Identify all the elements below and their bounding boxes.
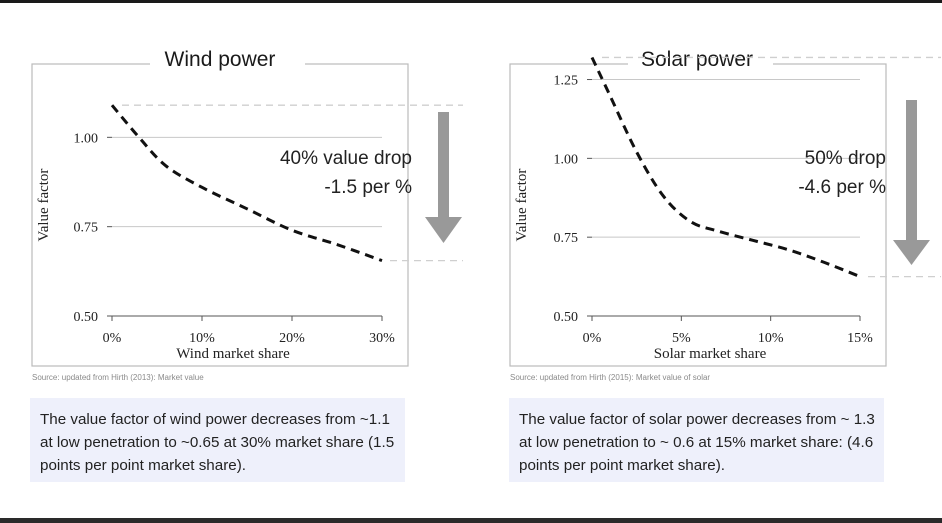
series-line [110,104,383,263]
chart-title: Solar power [641,48,753,71]
y-axis-label: Value factor [36,169,52,242]
solar-chart: Solar power 0.50 0.75 1.00 1.25 0% 5% 10% 15% S… [509,48,941,367]
chart-title: Wind power [165,48,276,71]
bottom-edge-bar [0,518,942,523]
top-edge-bar [0,0,942,3]
down-arrow-head [893,240,930,265]
caption-box: The value factor of wind power decreases… [30,398,405,482]
y-tick-label: 1.00 [554,152,579,167]
title-backdrop [150,48,305,78]
y-tick-label: 0.50 [554,310,579,325]
x-tick-label: 15% [847,331,873,346]
down-arrow [425,112,462,243]
y-tick-label: 0.75 [554,231,579,246]
solar-panel: Solar power 0.50 0.75 1.00 1.25 0% 5% 10% 15% S… [478,0,942,518]
down-arrow-shaft [438,112,449,217]
x-tick-label: 0% [583,331,602,346]
wind-chart: Wind power 0.50 0.75 1.00 0% 10% 20% 30% Wind … [31,48,463,367]
down-arrow-head [425,217,462,243]
x-tick-label: 5% [672,331,691,346]
down-arrow [893,100,930,265]
annotation-line1: 50% drop [805,148,886,169]
y-tick-label: 1.25 [554,74,579,89]
caption-box: The value factor of solar power decrease… [509,398,884,482]
x-tick-label: 20% [279,331,305,346]
y-axis-label: Value factor [514,169,530,242]
down-arrow-shaft [906,100,917,240]
x-tick-label: 10% [758,331,784,346]
y-tick-label: 0.50 [74,310,99,325]
source-note: Source: updated from Hirth (2013): Marke… [32,373,204,382]
x-tick-label: 10% [189,331,215,346]
y-tick-label: 1.00 [74,131,99,146]
x-tick-label: 30% [369,331,395,346]
annotation-line2: -4.6 per % [798,177,886,198]
source-note: Source: updated from Hirth (2015): Marke… [510,373,711,382]
annotation-line1: 40% value drop [280,148,412,169]
title-backdrop [628,48,773,78]
annotation-line2: -1.5 per % [324,177,412,198]
x-axis-label: Solar market share [654,346,767,362]
y-tick-label: 0.75 [74,221,99,236]
x-axis-label: Wind market share [176,346,290,362]
x-tick-label: 0% [103,331,122,346]
wind-panel: Wind power 0.50 0.75 1.00 0% 10% 20% 30% Wind … [0,0,470,518]
